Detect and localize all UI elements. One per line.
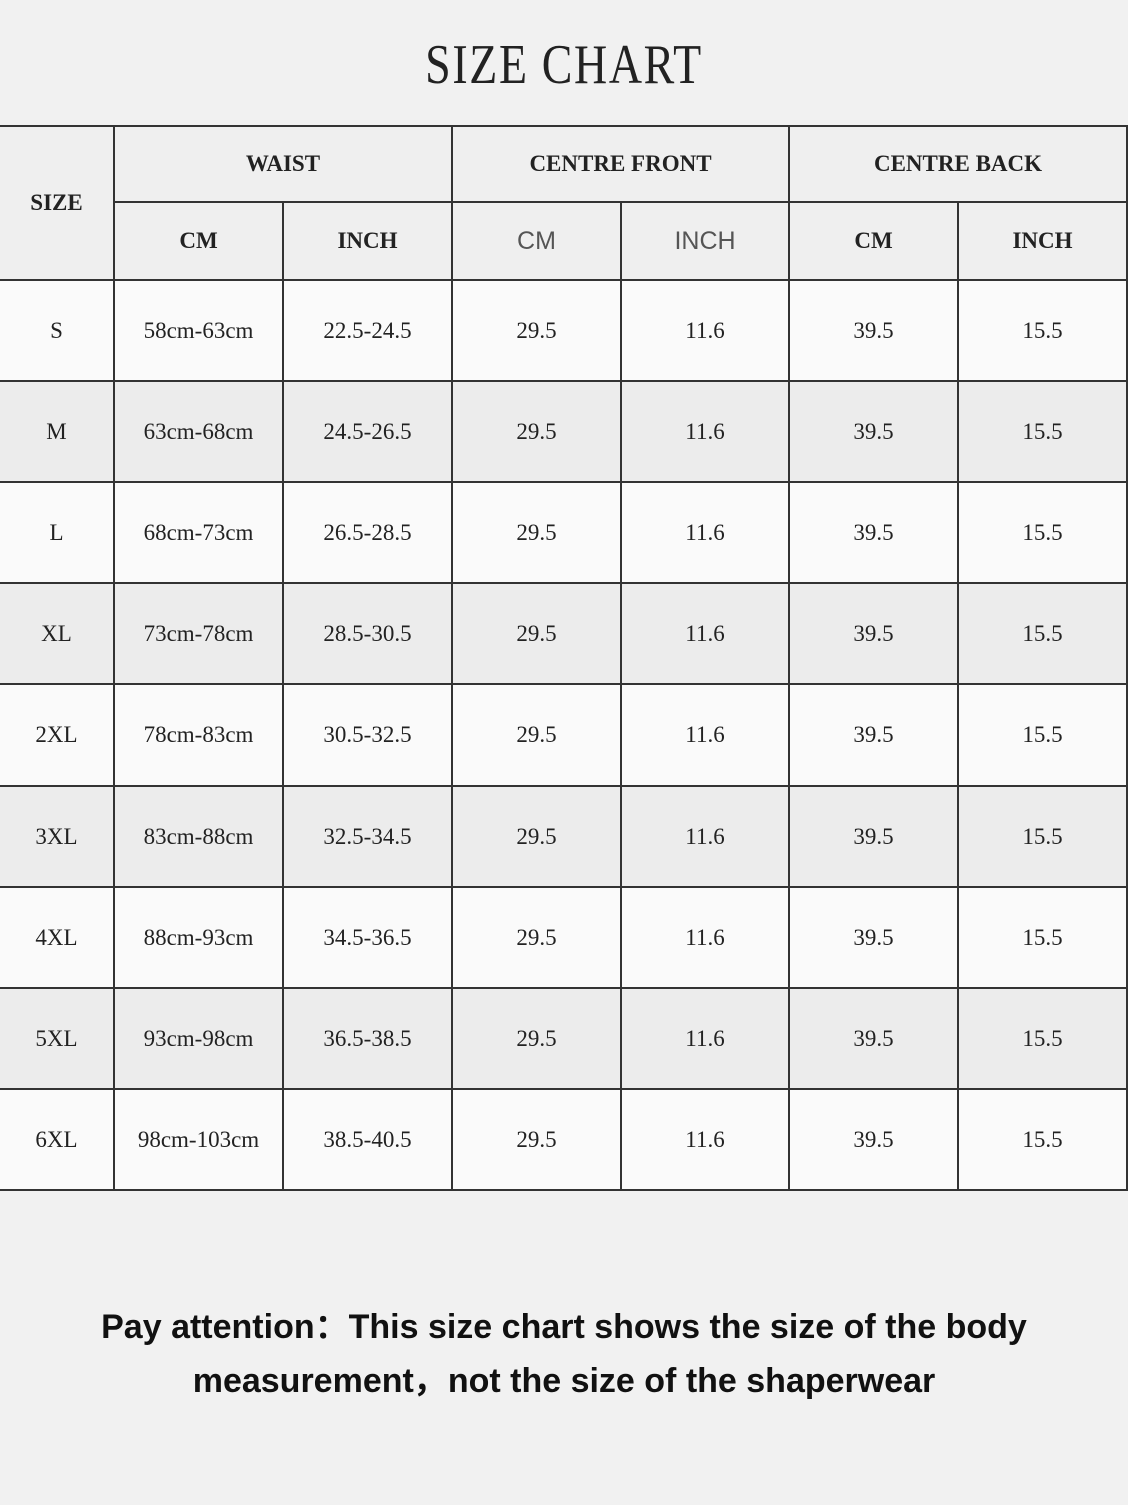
value-cell: 88cm-93cm (115, 888, 284, 989)
value-cell: 63cm-68cm (115, 382, 284, 483)
value-cell: 34.5-36.5 (284, 888, 453, 989)
unit-header: INCH (622, 203, 790, 281)
value-cell: 39.5 (790, 787, 959, 888)
value-cell: 39.5 (790, 1090, 959, 1191)
size-cell: M (0, 382, 115, 483)
size-cell: S (0, 281, 115, 382)
group-header: CENTRE FRONT (453, 125, 790, 203)
value-cell: 29.5 (453, 888, 622, 989)
value-cell: 29.5 (453, 1090, 622, 1191)
value-cell: 11.6 (622, 888, 790, 989)
unit-header: CM (453, 203, 622, 281)
unit-header: INCH (284, 203, 453, 281)
group-header: CENTRE BACK (790, 125, 1128, 203)
value-cell: 11.6 (622, 584, 790, 685)
value-cell: 83cm-88cm (115, 787, 284, 888)
unit-header: CM (790, 203, 959, 281)
value-cell: 39.5 (790, 685, 959, 787)
value-cell: 78cm-83cm (115, 685, 284, 787)
value-cell: 11.6 (622, 382, 790, 483)
value-cell: 15.5 (959, 281, 1128, 382)
size-cell: 4XL (0, 888, 115, 989)
value-cell: 36.5-38.5 (284, 989, 453, 1090)
value-cell: 29.5 (453, 382, 622, 483)
value-cell: 11.6 (622, 1090, 790, 1191)
value-cell: 73cm-78cm (115, 584, 284, 685)
value-cell: 39.5 (790, 989, 959, 1090)
value-cell: 29.5 (453, 685, 622, 787)
size-cell: 5XL (0, 989, 115, 1090)
value-cell: 98cm-103cm (115, 1090, 284, 1191)
value-cell: 39.5 (790, 382, 959, 483)
value-cell: 29.5 (453, 584, 622, 685)
value-cell: 39.5 (790, 584, 959, 685)
value-cell: 28.5-30.5 (284, 584, 453, 685)
value-cell: 38.5-40.5 (284, 1090, 453, 1191)
value-cell: 11.6 (622, 685, 790, 787)
value-cell: 68cm-73cm (115, 483, 284, 584)
value-cell: 11.6 (622, 787, 790, 888)
value-cell: 39.5 (790, 281, 959, 382)
value-cell: 15.5 (959, 1090, 1128, 1191)
size-cell: 6XL (0, 1090, 115, 1191)
value-cell: 15.5 (959, 787, 1128, 888)
value-cell: 15.5 (959, 888, 1128, 989)
value-cell: 15.5 (959, 584, 1128, 685)
size-cell: L (0, 483, 115, 584)
size-cell: XL (0, 584, 115, 685)
note-line: Pay attention：This size chart shows the … (101, 1307, 1027, 1346)
size-cell: 2XL (0, 685, 115, 787)
size-cell: 3XL (0, 787, 115, 888)
value-cell: 29.5 (453, 483, 622, 584)
value-cell: 11.6 (622, 989, 790, 1090)
value-cell: 15.5 (959, 382, 1128, 483)
value-cell: 93cm-98cm (115, 989, 284, 1090)
unit-header: CM (115, 203, 284, 281)
value-cell: 29.5 (453, 787, 622, 888)
value-cell: 22.5-24.5 (284, 281, 453, 382)
value-cell: 11.6 (622, 483, 790, 584)
value-cell: 58cm-63cm (115, 281, 284, 382)
value-cell: 11.6 (622, 281, 790, 382)
value-cell: 32.5-34.5 (284, 787, 453, 888)
note-line: measurement，not the size of the shaperwe… (192, 1361, 936, 1400)
unit-header: INCH (959, 203, 1128, 281)
value-cell: 24.5-26.5 (284, 382, 453, 483)
value-cell: 15.5 (959, 989, 1128, 1090)
group-header: WAIST (115, 125, 453, 203)
title: SIZE CHART (425, 34, 703, 96)
value-cell: 29.5 (453, 281, 622, 382)
size-header: SIZE (0, 125, 115, 281)
value-cell: 39.5 (790, 888, 959, 989)
value-cell: 39.5 (790, 483, 959, 584)
value-cell: 15.5 (959, 483, 1128, 584)
value-cell: 15.5 (959, 685, 1128, 787)
value-cell: 29.5 (453, 989, 622, 1090)
value-cell: 30.5-32.5 (284, 685, 453, 787)
value-cell: 26.5-28.5 (284, 483, 453, 584)
